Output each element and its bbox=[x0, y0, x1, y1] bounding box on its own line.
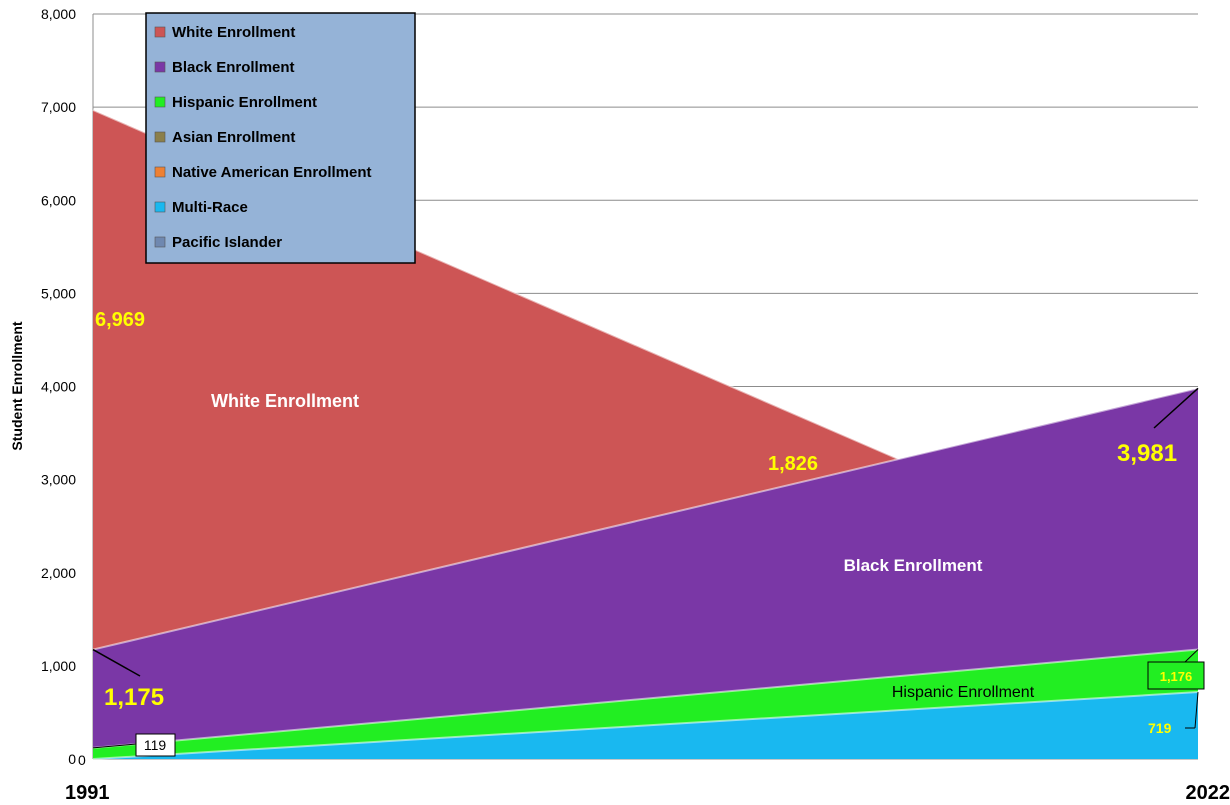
legend-swatch bbox=[154, 236, 166, 248]
legend-item: Black Enrollment bbox=[172, 59, 295, 76]
area-black-enrollment bbox=[93, 388, 1198, 759]
area-top-edge bbox=[92, 691, 1199, 760]
y-tick-label: 5,000 bbox=[41, 285, 76, 301]
label-box bbox=[1147, 661, 1205, 690]
y-tick-label: 1,000 bbox=[41, 658, 76, 674]
legend-box bbox=[145, 12, 416, 264]
x-tick-label: 2022 bbox=[1186, 782, 1230, 804]
legend: White Enrollment Black Enrollment Hispanic… bbox=[145, 12, 416, 264]
legend-item: Asian Enrollment bbox=[172, 129, 295, 146]
data-label-black-2022: 3,981 bbox=[1117, 440, 1177, 467]
area-top-edge bbox=[92, 387, 1199, 651]
data-label-white-1991: 6,969 bbox=[95, 309, 145, 331]
area-label-hispanic: Hispanic Enrollment bbox=[892, 684, 1035, 701]
data-label-hispanic-2022: 1,176 bbox=[1160, 669, 1193, 684]
legend-swatch bbox=[154, 166, 166, 178]
area-label-white: White Enrollment bbox=[211, 391, 359, 411]
legend-swatch bbox=[154, 96, 166, 108]
legend-item: Hispanic Enrollment bbox=[172, 94, 317, 111]
data-labels: 6,969 1,826 1,175 3,981 119 1,176 0 719 White En… bbox=[78, 309, 1205, 768]
leader-line bbox=[1184, 649, 1199, 663]
legend-swatch bbox=[154, 201, 166, 213]
data-label-black-1991: 1,175 bbox=[104, 684, 164, 711]
y-axis-label: Student Enrollment bbox=[9, 321, 25, 450]
data-label-white-2022: 1,826 bbox=[768, 453, 818, 475]
y-tick-label: 4,000 bbox=[41, 379, 76, 395]
legend-item: Multi-Race bbox=[172, 199, 248, 216]
legend-swatch bbox=[154, 26, 166, 38]
leader-line bbox=[92, 648, 141, 677]
area-label-black: Black Enrollment bbox=[844, 556, 983, 575]
y-tick-label: 2,000 bbox=[41, 565, 76, 581]
x-axis-ticks: 1991 2022 bbox=[65, 782, 1230, 804]
legend-item: Native American Enrollment bbox=[172, 164, 372, 181]
data-label-hispanic-1991: 119 bbox=[144, 737, 167, 753]
data-label-multi-2022: 719 bbox=[1148, 720, 1172, 736]
y-tick-label: 7,000 bbox=[41, 99, 76, 115]
y-tick-label: 8,000 bbox=[41, 6, 76, 22]
legend-item: White Enrollment bbox=[172, 24, 295, 41]
legend-swatch bbox=[154, 61, 166, 73]
leader-line bbox=[92, 743, 137, 749]
data-label-multi-1991: 0 bbox=[78, 752, 86, 768]
y-tick-label: 0 bbox=[68, 751, 76, 767]
leader-line bbox=[1194, 692, 1199, 729]
legend-item: Pacific Islander bbox=[172, 234, 282, 251]
area-top-edge bbox=[92, 648, 1199, 749]
leader-line bbox=[1153, 387, 1199, 429]
y-tick-label: 6,000 bbox=[41, 192, 76, 208]
y-tick-label: 3,000 bbox=[41, 472, 76, 488]
series-areas bbox=[92, 109, 1199, 760]
x-tick-label: 1991 bbox=[65, 782, 110, 804]
legend-swatch bbox=[154, 131, 166, 143]
y-axis-ticks: 0 1,000 2,000 3,000 4,000 5,000 6,000 7,000 8,00… bbox=[41, 6, 76, 767]
label-box bbox=[135, 733, 176, 757]
